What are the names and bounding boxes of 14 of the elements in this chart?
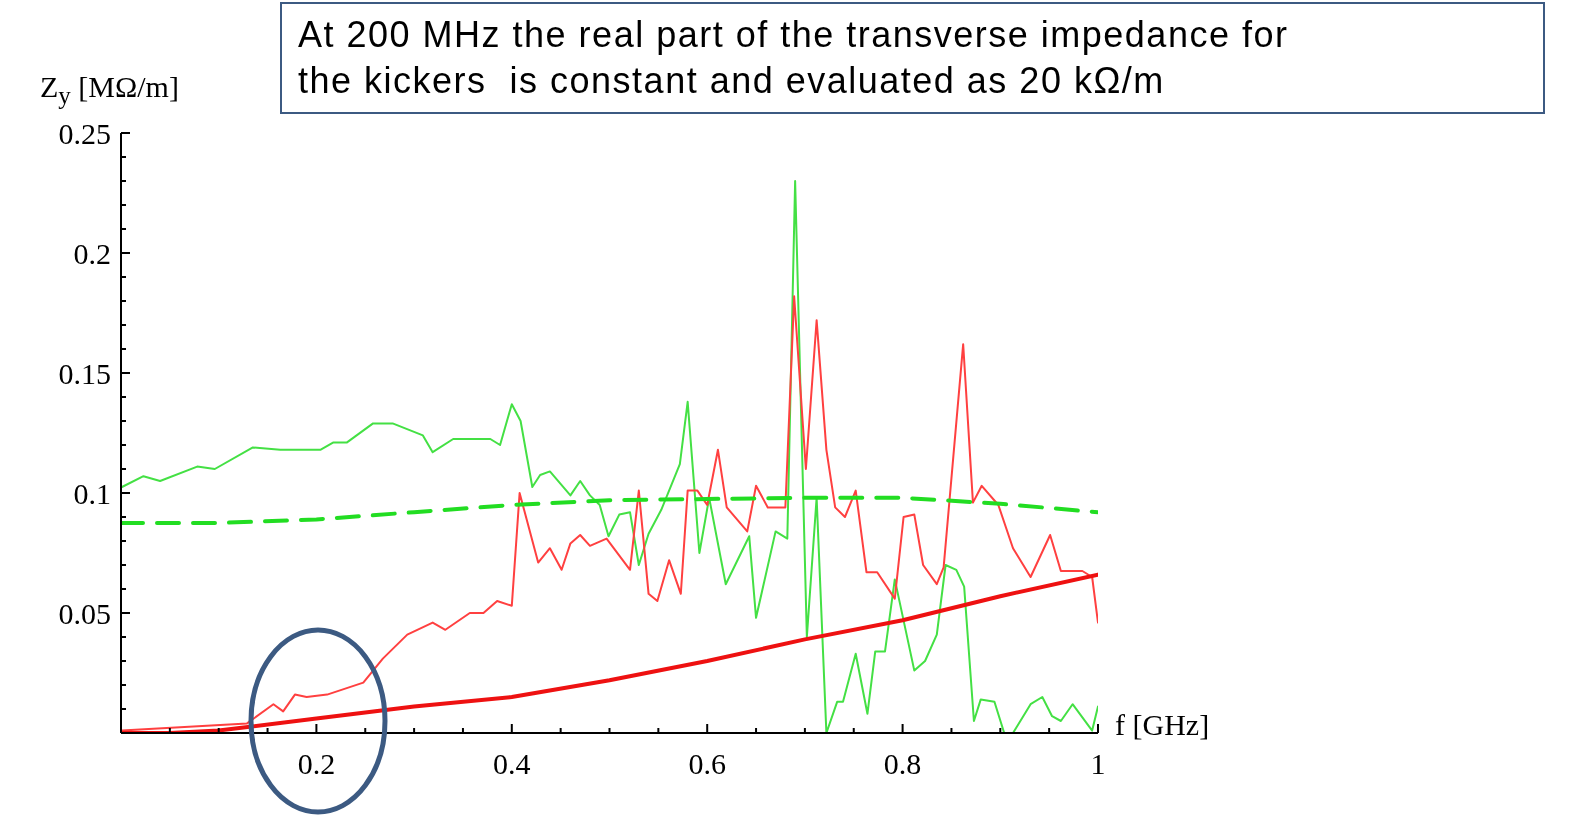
y-tick-label: 0.05: [58, 596, 111, 630]
x-tick-label: 0.4: [493, 746, 531, 780]
line-series: [121, 495, 1098, 525]
x-tick-label: 1: [1090, 746, 1106, 780]
y-tick-label: 0.2: [73, 236, 111, 270]
x-tick-label: 0.6: [688, 746, 726, 780]
x-tick-label: 0.2: [297, 746, 336, 780]
y-tick-label: 0.1: [73, 476, 111, 510]
x-axis-title: f [GHz]: [1115, 708, 1210, 742]
text: At 200 MHz the real part of the transverse impedance for the kickers is constant and evaluated as 20 kΩ/m: [280, 2, 1545, 114]
y-tick-label: 0.15: [58, 356, 111, 390]
x-tick-label: 0.8: [883, 746, 922, 780]
y-axis-title: Z$_{y}$ [MΩ/m]: [40, 70, 179, 110]
y-tick-label: 0.25: [58, 116, 111, 150]
